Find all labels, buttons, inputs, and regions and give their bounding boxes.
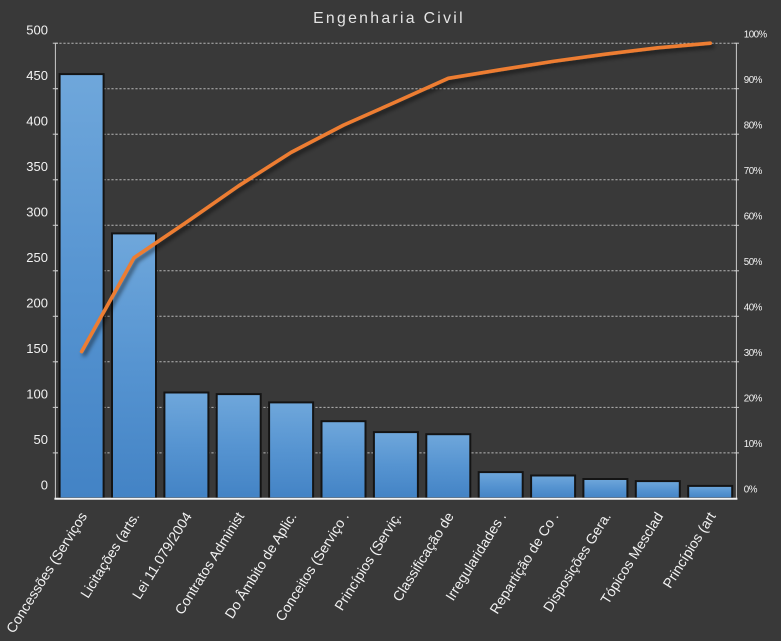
svg-text:350: 350 [26,159,48,174]
svg-text:100: 100 [26,387,48,402]
svg-text:90%: 90% [744,75,763,86]
svg-text:80%: 80% [744,121,763,132]
svg-text:500: 500 [26,23,48,38]
svg-text:10%: 10% [744,439,763,450]
svg-text:0%: 0% [744,485,758,496]
svg-text:450: 450 [26,68,48,83]
svg-text:70%: 70% [744,166,763,177]
svg-text:20%: 20% [744,394,763,405]
svg-text:250: 250 [26,250,48,265]
svg-text:30%: 30% [744,348,763,359]
svg-text:0: 0 [41,478,48,493]
svg-text:50%: 50% [744,257,763,268]
svg-text:100%: 100% [744,30,768,41]
svg-text:40%: 40% [744,303,763,314]
svg-text:50: 50 [34,432,48,447]
svg-text:300: 300 [26,205,48,220]
svg-text:400: 400 [26,114,48,129]
svg-text:200: 200 [26,296,48,311]
svg-text:Engenharia Civil: Engenharia Civil [313,10,465,27]
svg-text:150: 150 [26,341,48,356]
svg-text:60%: 60% [744,212,763,223]
